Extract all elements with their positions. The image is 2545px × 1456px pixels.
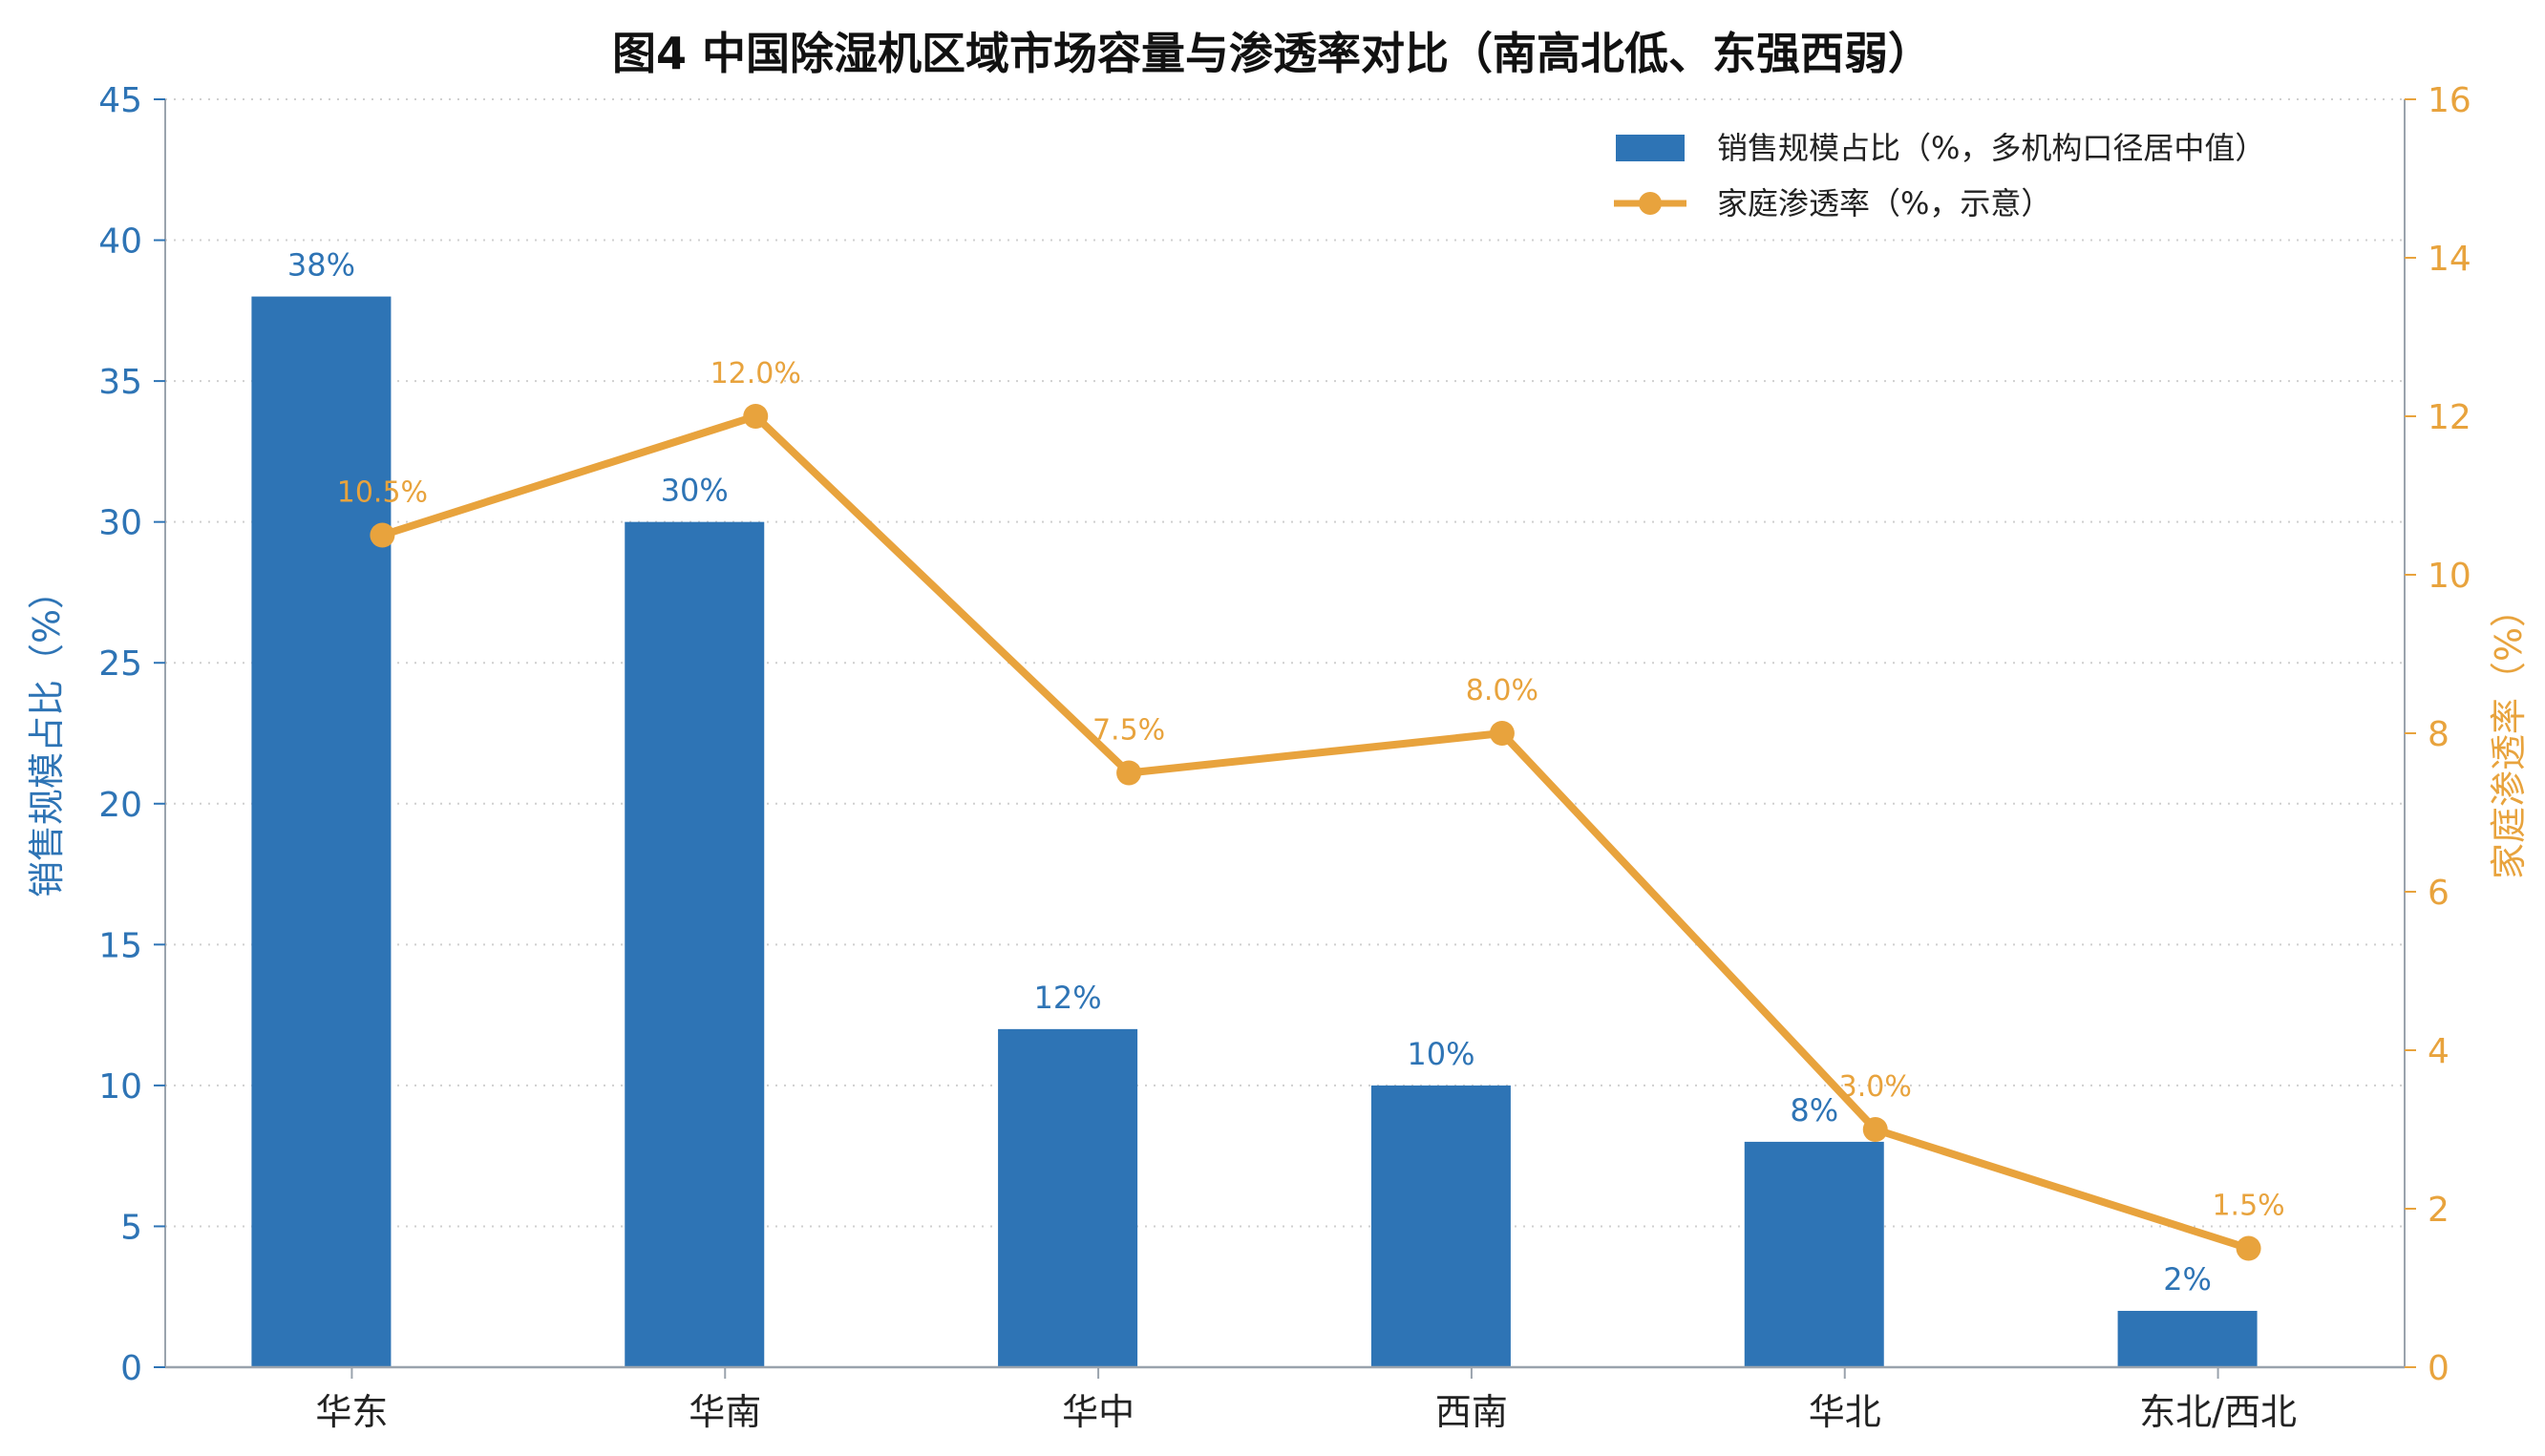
right-tick-label: 6 (2428, 874, 2450, 913)
chart-title: 图4 中国除湿机区域市场容量与渗透率对比（南高北低、东强西弱） (612, 28, 1932, 79)
bar (2117, 1310, 2258, 1367)
x-tick-label: 华南 (689, 1391, 761, 1433)
line-data-label: 10.5% (337, 476, 428, 510)
line-series (370, 404, 2261, 1261)
legend-bar-swatch (1616, 135, 1685, 161)
line-data-label: 1.5% (2212, 1190, 2284, 1223)
left-tick-label: 5 (120, 1208, 142, 1247)
bar-data-label: 30% (661, 473, 729, 509)
x-tick-label: 华东 (315, 1391, 388, 1433)
line-point (1116, 760, 1142, 786)
bar-data-labels: 38% 30% 12% 10% 8% 2% (287, 247, 2212, 1298)
right-axis-ticks: 0 2 4 6 8 10 12 14 16 (2405, 81, 2471, 1388)
left-tick-label: 20 (98, 786, 142, 825)
x-axis-ticks: 华东 华南 华中 西南 华北 东北/西北 (315, 1367, 2297, 1433)
right-tick-label: 2 (2428, 1191, 2450, 1230)
legend-bar-label: 销售规模占比（%，多机构口径居中值） (1717, 130, 2265, 166)
legend-line-marker (1639, 192, 1662, 215)
line-point (1862, 1117, 1888, 1142)
line-point (2236, 1235, 2261, 1261)
right-tick-label: 14 (2428, 240, 2471, 279)
left-tick-label: 40 (98, 222, 142, 262)
legend: 销售规模占比（%，多机构口径居中值） 家庭渗透率（%，示意） (1614, 130, 2265, 222)
bar (1370, 1085, 1511, 1367)
bar-data-label: 12% (1034, 980, 1102, 1016)
bar-data-label: 8% (1790, 1092, 1838, 1129)
series-line (381, 412, 2250, 1253)
right-tick-label: 8 (2428, 715, 2450, 754)
line-data-label: 7.5% (1092, 714, 1165, 748)
x-tick-label: 西南 (1435, 1391, 1508, 1433)
bar (625, 521, 765, 1367)
line-point (370, 522, 395, 548)
line-data-label: 12.0% (710, 357, 801, 390)
line-data-labels: 10.5% 12.0% 7.5% 8.0% 3.0% 1.5% (337, 357, 2285, 1223)
right-tick-label: 4 (2428, 1032, 2450, 1071)
left-tick-label: 30 (98, 504, 142, 543)
line-data-label: 3.0% (1839, 1070, 1912, 1104)
right-tick-label: 10 (2428, 557, 2471, 596)
line-data-label: 8.0% (1466, 674, 1538, 707)
bar (998, 1028, 1138, 1367)
left-axis-ticks: 0 5 10 15 20 25 30 35 40 45 (98, 81, 165, 1388)
y-axis-label-right: 家庭渗透率（%） (2488, 591, 2530, 879)
gridlines (165, 98, 2405, 1228)
y-axis-label-left: 销售规模占比（%） (26, 573, 68, 897)
bar (251, 296, 392, 1368)
x-tick-label: 华北 (1809, 1391, 1881, 1433)
right-tick-label: 0 (2428, 1349, 2450, 1388)
x-tick-label: 华中 (1062, 1391, 1135, 1433)
left-tick-label: 45 (98, 81, 142, 120)
left-tick-label: 10 (98, 1067, 142, 1107)
legend-line-label: 家庭渗透率（%，示意） (1717, 185, 2051, 222)
x-tick-label: 东北/西北 (2139, 1391, 2297, 1433)
left-tick-label: 0 (120, 1349, 142, 1388)
bar-data-label: 38% (287, 247, 355, 284)
bar-data-label: 10% (1407, 1036, 1474, 1072)
bar-data-label: 2% (2163, 1261, 2212, 1298)
right-tick-label: 12 (2428, 398, 2471, 437)
line-point (1489, 721, 1515, 746)
bar (1744, 1141, 1884, 1367)
left-tick-label: 25 (98, 644, 142, 684)
bar-series (251, 296, 2258, 1368)
left-tick-label: 15 (98, 926, 142, 965)
line-point (743, 404, 769, 429)
axes (164, 99, 2406, 1369)
left-tick-label: 35 (98, 363, 142, 402)
right-tick-label: 16 (2428, 81, 2471, 120)
